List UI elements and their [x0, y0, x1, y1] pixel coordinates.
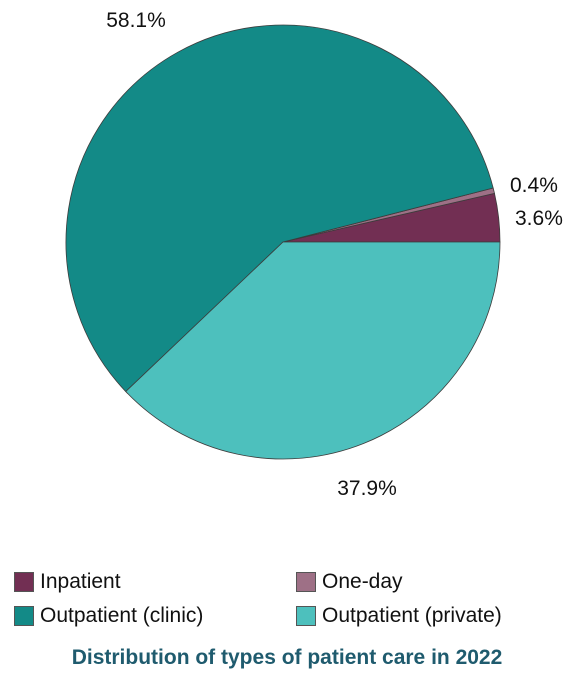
pie-slice-outpatient-private [125, 241, 501, 460]
chart-title: Distribution of types of patient care in… [71, 646, 503, 669]
pie-chart: 3.6% 0.4% 58.1% 37.9% [65, 9, 563, 500]
legend-item-outpatient-private: Outpatient (private) [296, 601, 564, 631]
legend-swatch-outpatient-private [296, 606, 316, 626]
legend-item-outpatient-clinic: Outpatient (clinic) [14, 601, 296, 631]
slice-label-outpatient-private: 37.9% [337, 477, 397, 500]
legend-item-inpatient: Inpatient [14, 567, 296, 597]
legend-label-one-day: One-day [322, 570, 403, 593]
legend-item-one-day: One-day [296, 567, 564, 597]
legend-label-outpatient-private: Outpatient (private) [322, 604, 502, 627]
legend-swatch-inpatient [14, 572, 34, 592]
legend-swatch-one-day [296, 572, 316, 592]
slice-label-one-day: 0.4% [510, 174, 558, 197]
legend-swatch-outpatient-clinic [14, 606, 34, 626]
legend-label-inpatient: Inpatient [40, 570, 121, 593]
slice-label-outpatient-clinic: 58.1% [106, 9, 166, 32]
pie-slice-outpatient-clinic [65, 24, 494, 392]
pie-slices [65, 24, 501, 460]
slice-labels: 3.6% 0.4% 58.1% 37.9% [106, 9, 563, 500]
chart-legend: Inpatient One-day Outpatient (clinic) Ou… [14, 567, 564, 631]
slice-label-inpatient: 3.6% [515, 207, 563, 230]
legend-label-outpatient-clinic: Outpatient (clinic) [40, 604, 204, 627]
